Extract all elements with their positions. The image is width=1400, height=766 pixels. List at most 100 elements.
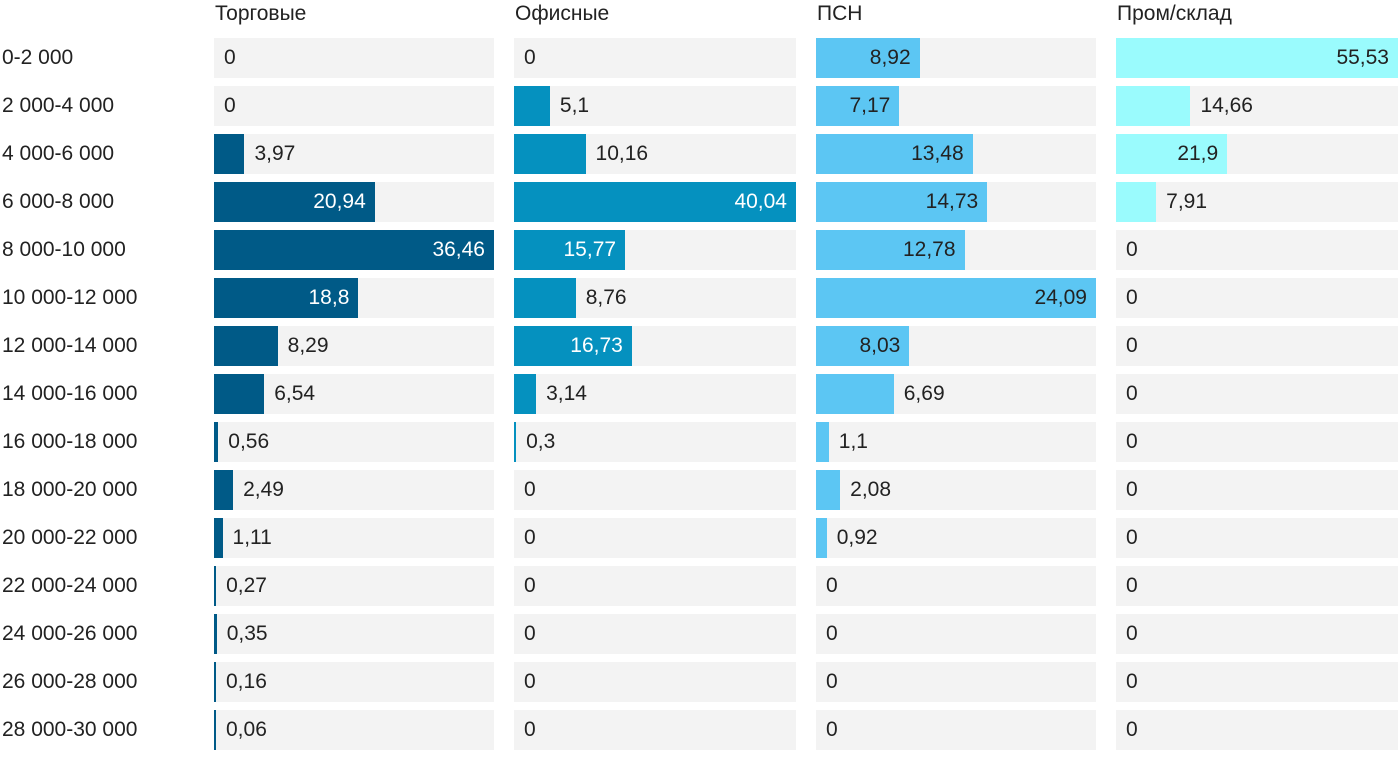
bar bbox=[214, 710, 216, 750]
bar-track: 0 bbox=[1116, 662, 1398, 702]
bar-track: 0,27 bbox=[214, 566, 494, 606]
category-label: 28 000-30 000 bbox=[2, 718, 138, 741]
bar-track: 14,66 bbox=[1116, 86, 1398, 126]
bar-track: 14,73 bbox=[816, 182, 1096, 222]
bar bbox=[214, 422, 219, 462]
data-label: 0 bbox=[224, 94, 236, 117]
data-label: 8,76 bbox=[585, 286, 627, 309]
bar-track: 0 bbox=[816, 710, 1096, 750]
bar-track: 0 bbox=[1116, 710, 1398, 750]
category-label: 14 000-16 000 bbox=[2, 382, 138, 405]
data-label: 0 bbox=[524, 526, 536, 549]
category-label: 24 000-26 000 bbox=[2, 622, 138, 645]
data-label: 0,92 bbox=[836, 526, 878, 549]
bar-track: 16,73 bbox=[514, 326, 796, 366]
bar bbox=[214, 278, 359, 318]
bar-track: 12,78 bbox=[816, 230, 1096, 270]
data-label: 40,04 bbox=[734, 190, 787, 213]
data-label: 2,49 bbox=[243, 478, 284, 501]
data-label: 8,29 bbox=[287, 334, 329, 357]
data-label: 36,46 bbox=[432, 238, 485, 261]
category-label: 26 000-28 000 bbox=[2, 670, 138, 693]
data-label: 20,94 bbox=[313, 190, 366, 213]
bar bbox=[816, 326, 910, 366]
bar bbox=[514, 326, 632, 366]
data-label: 0 bbox=[1126, 478, 1138, 501]
data-label: 0,56 bbox=[228, 430, 270, 453]
panel-header: Пром/склад bbox=[1117, 2, 1232, 25]
bar-track: 1,1 bbox=[816, 422, 1096, 462]
category-label: 10 000-12 000 bbox=[2, 286, 138, 309]
data-label: 0 bbox=[1126, 526, 1138, 549]
data-label: 0 bbox=[1126, 334, 1138, 357]
data-label: 0 bbox=[524, 670, 536, 693]
data-label: 0 bbox=[1126, 622, 1138, 645]
data-label: 7,91 bbox=[1166, 190, 1208, 213]
bar-track: 20,94 bbox=[214, 182, 494, 222]
category-label: 6 000-8 000 bbox=[2, 190, 115, 213]
data-label: 1,1 bbox=[838, 430, 868, 453]
bar-track: 0 bbox=[1116, 326, 1398, 366]
bar-track: 0 bbox=[1116, 470, 1398, 510]
bar bbox=[514, 134, 586, 174]
data-label: 0 bbox=[1126, 574, 1138, 597]
category-label: 12 000-14 000 bbox=[2, 334, 138, 357]
bar bbox=[816, 518, 827, 558]
data-label: 14,66 bbox=[1200, 94, 1253, 117]
data-label: 0 bbox=[1126, 670, 1138, 693]
bar-track: 0 bbox=[1116, 566, 1398, 606]
bar-track: 0,3 bbox=[514, 422, 796, 462]
data-label: 0 bbox=[826, 622, 838, 645]
bar bbox=[514, 182, 796, 222]
data-label: 0 bbox=[1126, 286, 1138, 309]
bar-track: 15,77 bbox=[514, 230, 796, 270]
bar bbox=[816, 278, 1096, 318]
bar bbox=[214, 230, 494, 270]
data-label: 0,3 bbox=[526, 430, 556, 453]
bar-track: 8,03 bbox=[816, 326, 1096, 366]
bar-track: 8,29 bbox=[214, 326, 494, 366]
data-label: 0 bbox=[1126, 430, 1138, 453]
bar bbox=[514, 422, 517, 462]
category-label: 20 000-22 000 bbox=[2, 526, 138, 549]
category-label: 0-2 000 bbox=[2, 46, 74, 69]
bar bbox=[816, 38, 920, 78]
bar-track: 0 bbox=[514, 614, 796, 654]
bar-track: 0 bbox=[1116, 374, 1398, 414]
bar-track: 6,54 bbox=[214, 374, 494, 414]
data-label: 1,11 bbox=[232, 526, 272, 549]
panel-header: Офисные bbox=[515, 2, 610, 25]
data-label: 6,69 bbox=[903, 382, 945, 405]
bar-track: 0,92 bbox=[816, 518, 1096, 558]
bar bbox=[816, 422, 829, 462]
data-label: 0 bbox=[524, 478, 536, 501]
bar bbox=[514, 278, 576, 318]
bar-track: 0,35 bbox=[214, 614, 494, 654]
data-label: 0 bbox=[224, 46, 236, 69]
bar-track: 0 bbox=[816, 662, 1096, 702]
data-label: 0,27 bbox=[226, 574, 267, 597]
data-label: 21,9 bbox=[1177, 142, 1219, 165]
bar bbox=[214, 134, 245, 174]
data-label: 0 bbox=[1126, 238, 1138, 261]
bar-track: 0,06 bbox=[214, 710, 494, 750]
bar-track: 0 bbox=[214, 38, 494, 78]
data-label: 8,03 bbox=[859, 334, 901, 357]
data-label: 2,08 bbox=[850, 478, 892, 501]
data-label: 8,92 bbox=[869, 46, 911, 69]
bar bbox=[816, 374, 894, 414]
bar bbox=[514, 86, 550, 126]
data-label: 24,09 bbox=[1034, 286, 1087, 309]
bar-track: 8,76 bbox=[514, 278, 796, 318]
category-label: 4 000-6 000 bbox=[2, 142, 115, 165]
bar bbox=[514, 230, 626, 270]
bar-track: 13,48 bbox=[816, 134, 1096, 174]
bar bbox=[1116, 38, 1398, 78]
data-label: 3,97 bbox=[254, 142, 296, 165]
bar bbox=[1116, 134, 1228, 174]
bar bbox=[816, 86, 900, 126]
bar bbox=[816, 470, 841, 510]
data-label: 7,17 bbox=[849, 94, 891, 117]
data-label: 16,73 bbox=[570, 334, 623, 357]
bar-track: 0 bbox=[514, 470, 796, 510]
